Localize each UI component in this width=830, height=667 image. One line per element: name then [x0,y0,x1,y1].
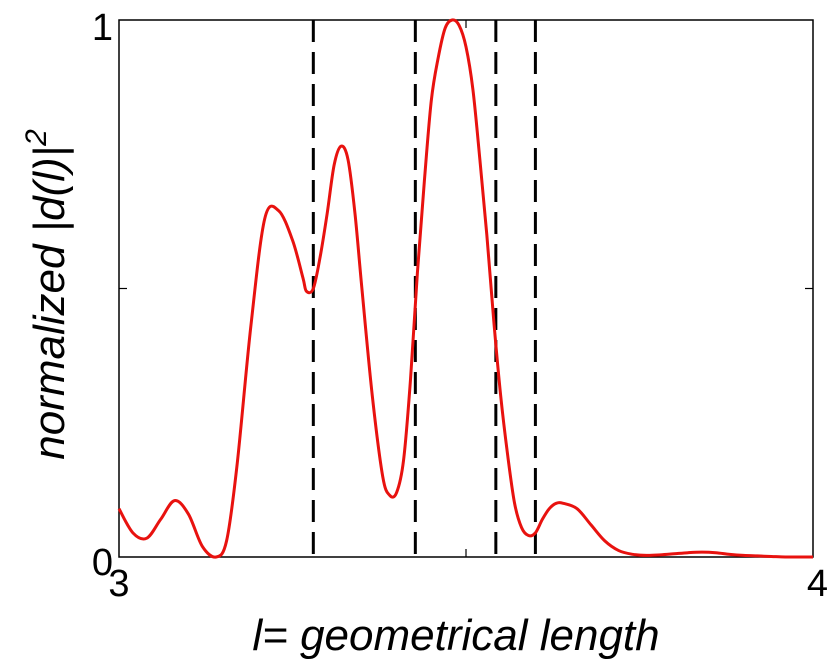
series-line [117,18,813,559]
x-tick-label-0: 3 [108,563,129,605]
y-axis-label-group: normalized |d(l)|2 [20,129,74,460]
dashed-markers [311,20,537,557]
minor-ticks [119,20,813,557]
y-tick-label-0: 0 [92,542,113,584]
x-axis-label: l= geometrical length [252,611,659,660]
plot-frame [118,19,814,558]
x-tick-label-1: 4 [807,563,828,605]
y-tick-label-1: 1 [92,7,113,49]
y-axis-label: normalized |d(l)|2 [20,129,74,460]
y-axis-label-main: normalized |d(l)| [25,146,74,460]
y-tick-labels: 01 [92,7,113,584]
y-axis-label-superscript: 2 [20,129,53,147]
